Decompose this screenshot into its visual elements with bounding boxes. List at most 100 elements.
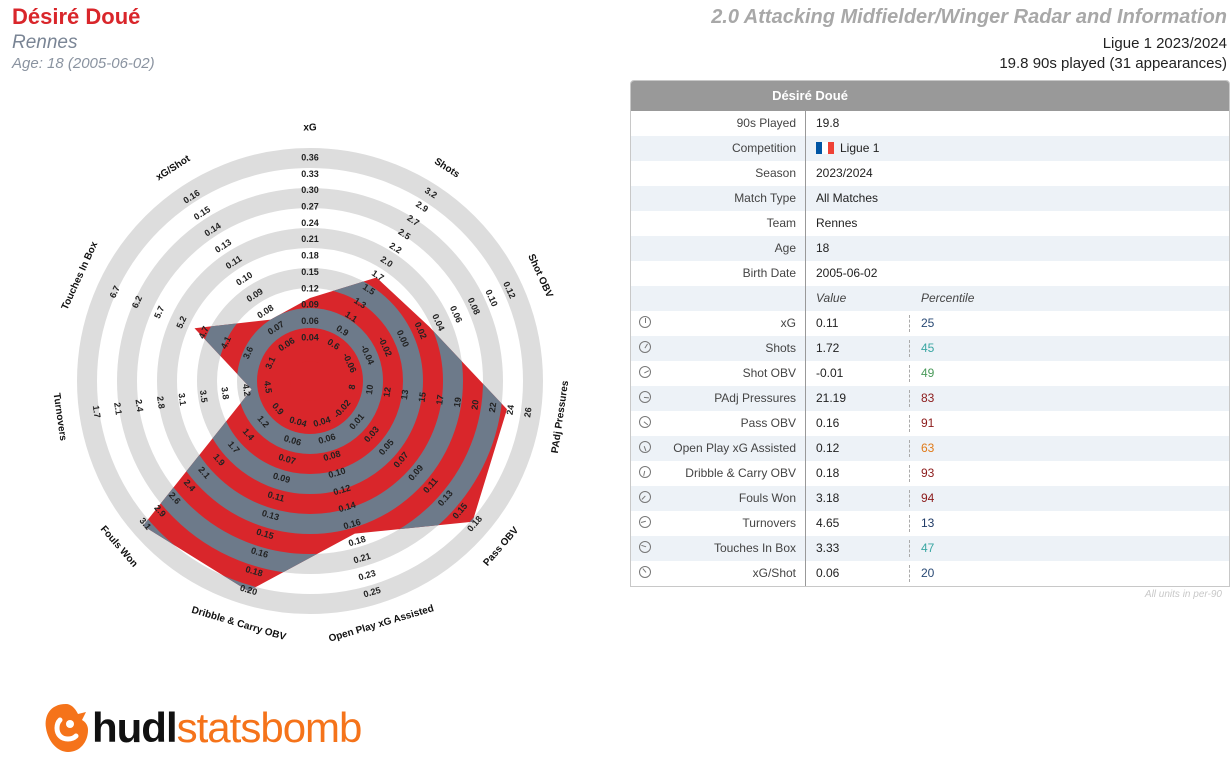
dashed-divider (909, 540, 910, 557)
player-name: Désiré Doué (12, 4, 141, 29)
stat-label: Open Play xG Assisted (673, 441, 796, 455)
radar-axis-label: Shots (432, 156, 462, 181)
stat-value: 4.65 (816, 516, 840, 530)
stat-value: 0.12 (816, 441, 840, 455)
info-table: Désiré Doué 90s Played 19.8 Competition … (630, 80, 1230, 587)
radar-tick-label: 0.16 (342, 517, 362, 532)
radar-tick-label: 2.1 (112, 402, 124, 416)
dashed-divider (909, 390, 910, 407)
column-divider (805, 211, 806, 236)
stat-row: Shot OBV -0.01 49 (631, 361, 1229, 386)
radar-tick-label: 19 (452, 397, 463, 408)
stat-value: 1.72 (816, 341, 840, 355)
column-divider (805, 486, 806, 511)
radar-chart: 0.04 0.06 0.09 0.12 0.15 0.18 0.21 0.24 0.27 0.30… (51, 123, 572, 645)
radar-tick-label: 5.7 (152, 304, 166, 320)
stat-label: Pass OBV (740, 416, 796, 430)
radar-axis-label: xG/Shot (154, 153, 193, 183)
radar-tick-label: 0.18 (347, 534, 367, 549)
value-column-header: Value (816, 291, 847, 305)
info-row-label: Team (766, 216, 796, 230)
radar-tick-label: 0.21 (352, 551, 372, 566)
info-row-value-text: All Matches (816, 191, 879, 205)
stat-value: 0.11 (816, 316, 839, 330)
radar-ring (77, 148, 543, 614)
radar-tick-label: 3.5 (198, 389, 210, 403)
stat-percentile: 49 (921, 366, 935, 380)
stat-row: Fouls Won 3.18 94 (631, 486, 1229, 511)
radar-axis-label: xG (303, 123, 317, 134)
radar-axis-label: Shot OBV (525, 252, 554, 299)
stat-percentile: 63 (921, 441, 935, 455)
radar-tick-label: 6.7 (108, 284, 122, 300)
stat-row: Touches In Box 3.33 47 (631, 536, 1229, 561)
column-divider (805, 536, 806, 561)
info-row-value: All Matches (816, 186, 878, 211)
dashed-divider (909, 565, 910, 582)
column-divider (805, 186, 806, 211)
dial-icon (639, 466, 651, 478)
stat-label: PAdj Pressures (714, 391, 796, 405)
radar-tick-label: 0.11 (266, 489, 285, 503)
info-row-value: 19.8 (816, 111, 839, 136)
radar-tick-label: 0.06 (317, 431, 337, 446)
dashed-divider (909, 340, 910, 357)
radar-tick-label: 3.1 (263, 355, 277, 371)
radar-tick-label: 0.09 (301, 300, 319, 310)
info-row-label: Season (755, 166, 796, 180)
radar-tick-label: 0.06 (301, 316, 319, 326)
radar-tick-label: 0.10 (327, 466, 347, 481)
statsbomb-logo-icon (45, 704, 88, 752)
column-divider (805, 236, 806, 261)
stat-row: PAdj Pressures 21.19 83 (631, 386, 1229, 411)
dial-icon (639, 341, 651, 353)
radar-tick-label: 0.08 (322, 449, 342, 464)
stat-percentile: 25 (921, 316, 935, 330)
stat-value: 0.16 (816, 416, 840, 430)
radar-tick-label: 0.16 (250, 545, 270, 560)
info-row-value-text: Ligue 1 (840, 141, 880, 155)
stat-label: Fouls Won (738, 491, 796, 505)
stat-value: 21.19 (816, 391, 847, 405)
stat-value: 3.18 (816, 491, 840, 505)
france-flag-icon (816, 142, 834, 154)
radar-tick-label: 24 (505, 404, 516, 415)
radar-tick-label: 0.23 (357, 568, 377, 583)
column-divider (805, 461, 806, 486)
radar-tick-label: 2.4 (134, 399, 146, 413)
stat-label: Turnovers (742, 516, 796, 530)
radar-axis-label: Turnovers (51, 392, 69, 442)
dial-icon (639, 391, 651, 403)
radar-tick-label: 12 (382, 386, 393, 397)
radar-tick-label: 5.2 (174, 314, 188, 330)
info-row: Birth Date 2005-06-02 (631, 261, 1229, 286)
info-row-label: Match Type (734, 191, 796, 205)
radar-tick-label: 3.8 (219, 386, 231, 400)
stat-percentile: 13 (921, 516, 935, 530)
info-row-value-text: 2023/2024 (816, 166, 873, 180)
radar-tick-label: 0.15 (255, 527, 275, 542)
info-table-rows: 90s Played 19.8 Competition Ligue 1 Seas… (631, 111, 1229, 586)
column-divider (805, 311, 806, 336)
radar-tick-label: 0.33 (301, 169, 319, 179)
dial-icon (639, 491, 651, 503)
stat-label: Dribble & Carry OBV (685, 466, 796, 480)
info-row: Match Type All Matches (631, 186, 1229, 211)
radar-tick-label: 0.15 (301, 267, 319, 277)
column-divider (805, 411, 806, 436)
dial-icon (639, 441, 651, 453)
radar-tick-label: 0.07 (277, 452, 297, 467)
column-divider (805, 336, 806, 361)
dashed-divider (909, 490, 910, 507)
played-line: 19.8 90s played (31 appearances) (999, 55, 1227, 72)
radar-axis-label: PAdj Pressures (550, 380, 571, 454)
radar-tick-label: 17 (434, 394, 445, 405)
team-name: Rennes (12, 32, 78, 53)
radar-tick-label: 0.13 (261, 508, 281, 523)
column-divider (805, 561, 806, 586)
radar-tick-label: 0.14 (337, 500, 357, 515)
radar-tick-label: 4.2 (241, 383, 253, 397)
radar-tick-label: 26 (522, 407, 533, 418)
stat-value: -0.01 (816, 366, 844, 380)
info-row-value-text: 18 (816, 241, 830, 255)
